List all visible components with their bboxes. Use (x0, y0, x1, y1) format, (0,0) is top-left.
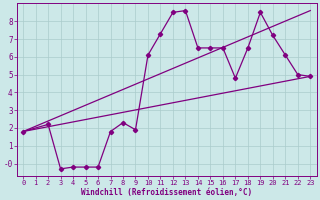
X-axis label: Windchill (Refroidissement éolien,°C): Windchill (Refroidissement éolien,°C) (81, 188, 252, 197)
